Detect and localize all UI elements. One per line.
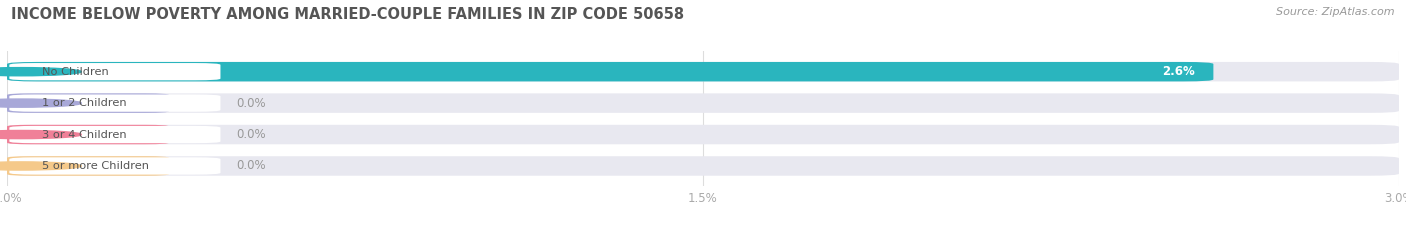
FancyBboxPatch shape (7, 93, 169, 113)
FancyBboxPatch shape (10, 63, 221, 80)
Circle shape (0, 162, 82, 170)
FancyBboxPatch shape (7, 93, 1399, 113)
Text: 2.6%: 2.6% (1163, 65, 1195, 78)
Text: INCOME BELOW POVERTY AMONG MARRIED-COUPLE FAMILIES IN ZIP CODE 50658: INCOME BELOW POVERTY AMONG MARRIED-COUPL… (11, 7, 685, 22)
FancyBboxPatch shape (7, 156, 169, 176)
FancyBboxPatch shape (10, 126, 221, 143)
Text: 0.0%: 0.0% (236, 159, 266, 172)
Text: 0.0%: 0.0% (236, 97, 266, 110)
Circle shape (0, 130, 82, 139)
Text: 1 or 2 Children: 1 or 2 Children (42, 98, 127, 108)
FancyBboxPatch shape (7, 125, 169, 144)
FancyBboxPatch shape (10, 157, 221, 175)
Text: 3 or 4 Children: 3 or 4 Children (42, 130, 127, 140)
Text: 5 or more Children: 5 or more Children (42, 161, 149, 171)
Circle shape (0, 68, 82, 76)
FancyBboxPatch shape (10, 94, 221, 112)
Text: No Children: No Children (42, 67, 108, 77)
FancyBboxPatch shape (7, 62, 1213, 81)
Text: Source: ZipAtlas.com: Source: ZipAtlas.com (1277, 7, 1395, 17)
FancyBboxPatch shape (7, 62, 1399, 81)
Text: 0.0%: 0.0% (236, 128, 266, 141)
FancyBboxPatch shape (7, 156, 1399, 176)
Circle shape (0, 99, 82, 107)
FancyBboxPatch shape (7, 125, 1399, 144)
